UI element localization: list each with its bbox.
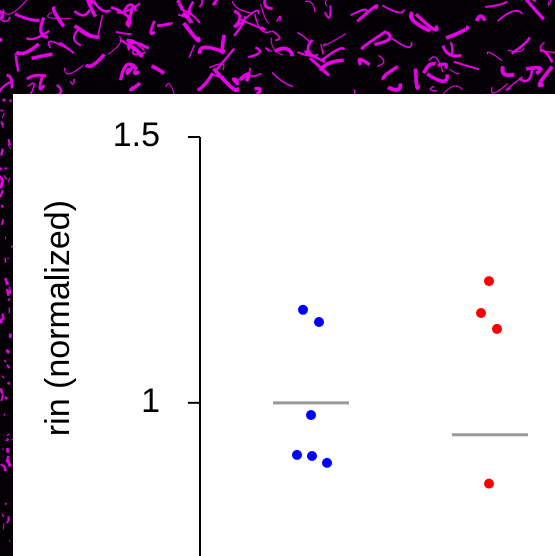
membrane-signal	[5, 397, 7, 399]
data-point	[298, 305, 308, 315]
membrane-signal	[0, 168, 2, 169]
membrane-signal	[3, 523, 4, 529]
y-tick-label: 1.5	[113, 116, 160, 154]
membrane-signal	[0, 39, 1, 42]
membrane-signal	[7, 289, 8, 296]
data-point	[492, 324, 502, 334]
data-point	[322, 458, 332, 468]
membrane-signal	[1, 182, 2, 188]
membrane-signal	[10, 287, 11, 294]
membrane-signal	[2, 314, 3, 320]
membrane-signal	[10, 100, 12, 101]
data-point	[307, 451, 317, 461]
membrane-signal	[7, 440, 8, 441]
membrane-signal	[1, 388, 2, 393]
data-point	[484, 276, 494, 286]
data-point	[306, 410, 316, 420]
data-point	[484, 479, 494, 489]
membrane-signal	[11, 246, 12, 247]
membrane-signal	[5, 278, 7, 285]
membrane-signal	[8, 382, 9, 384]
membrane-signal	[222, 35, 224, 52]
membrane-signal	[2, 99, 5, 100]
y-axis-label: rin (normalized)	[39, 200, 77, 436]
membrane-signal	[5, 503, 7, 504]
membrane-signal	[7, 448, 8, 453]
data-point	[314, 317, 324, 327]
figure: rin (normalized) 1 1.5	[0, 0, 555, 556]
data-point	[476, 308, 486, 318]
page: rin (normalized) 11.5 (() => { const dat…	[0, 0, 555, 556]
membrane-signal	[9, 139, 10, 145]
membrane-signal	[4, 465, 6, 471]
membrane-signal	[1, 149, 2, 156]
membrane-signal	[7, 350, 10, 353]
data-point	[292, 450, 302, 460]
y-tick-label: 1	[141, 382, 160, 420]
plot-background	[13, 94, 555, 556]
